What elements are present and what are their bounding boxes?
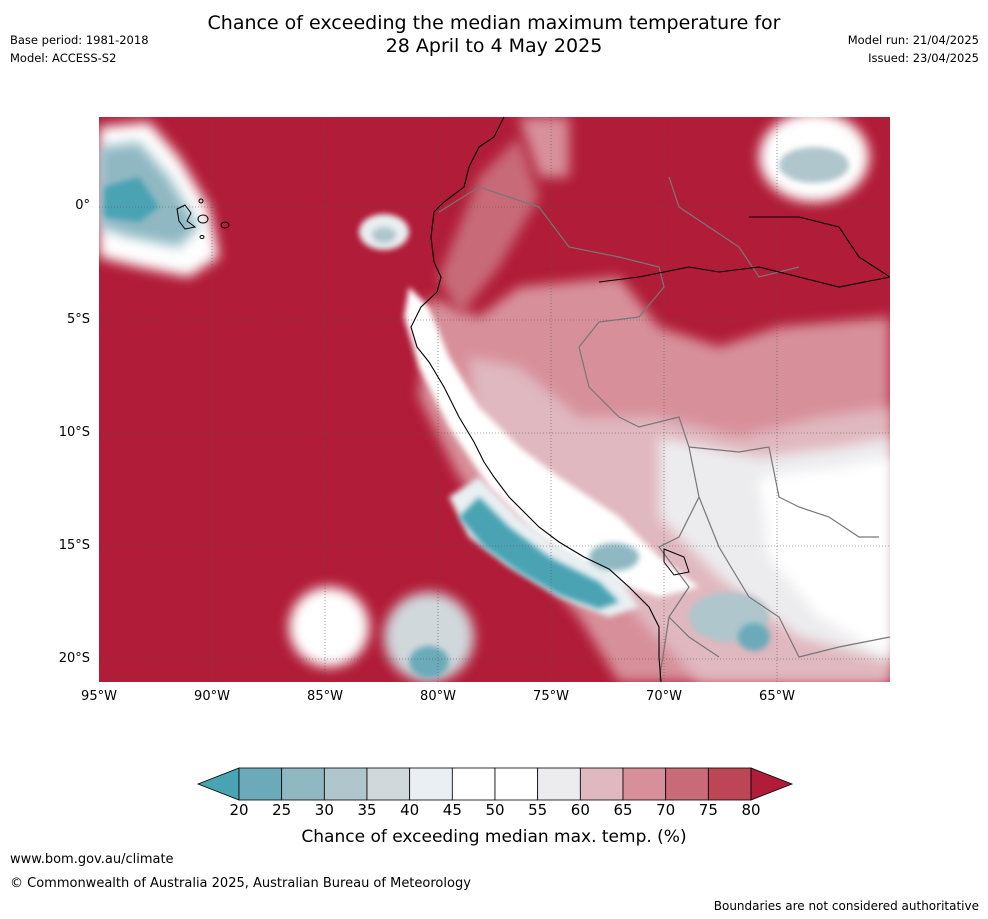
issued-date: Issued: 23/04/2025 — [868, 51, 979, 65]
colorbar-label: Chance of exceeding median max. temp. (%… — [301, 827, 687, 847]
colorbar-bin — [494, 767, 539, 801]
colorbar-bin — [238, 767, 283, 801]
colorbar-tick-label: 30 — [314, 801, 334, 819]
map-gridlines — [99, 117, 890, 682]
colorbar-bin — [665, 767, 709, 801]
probability-field — [99, 112, 890, 682]
colorbar-tick-label: 80 — [741, 801, 761, 819]
lon-label: 65°W — [759, 689, 795, 704]
website-link[interactable]: www.bom.gov.au/climate — [10, 852, 174, 867]
colorbar-tick-label: 50 — [485, 801, 505, 819]
disclaimer: Boundaries are not considered authoritat… — [713, 899, 979, 913]
metadata-right: Model run: 21/04/2025 Issued: 23/04/2025 — [848, 31, 979, 67]
colorbar-high-extension — [750, 767, 794, 801]
colorbar-tick-label: 70 — [656, 801, 676, 819]
colorbar-tick-label: 20 — [229, 801, 249, 819]
lon-label: 90°W — [194, 689, 230, 704]
galapagos-islands — [176, 198, 230, 239]
lon-label: 95°W — [81, 689, 117, 704]
base-period: Base period: 1981-2018 — [10, 33, 149, 47]
coastline — [410, 116, 891, 683]
colorbar — [196, 767, 794, 801]
colorbar-tick-label: 65 — [613, 801, 633, 819]
colorbar-tick-label: 55 — [528, 801, 548, 819]
colorbar-bin — [366, 767, 411, 801]
lon-label: 85°W — [307, 689, 343, 704]
copyright: © Commonwealth of Australia 2025, Austra… — [10, 876, 471, 891]
title-line-1: Chance of exceeding the median maximum t… — [207, 12, 781, 34]
colorbar-bin — [281, 767, 325, 801]
colorbar-bin — [579, 767, 624, 801]
probability-map — [99, 112, 891, 683]
colorbar-tick-label: 75 — [698, 801, 718, 819]
colorbar-tick-label: 40 — [400, 801, 420, 819]
colorbar-tick-label: 35 — [357, 801, 377, 819]
metadata-left: Base period: 1981-2018 Model: ACCESS-S2 — [10, 31, 149, 67]
lake-titicaca — [663, 548, 690, 576]
title-line-2: 28 April to 4 May 2025 — [385, 35, 603, 57]
lat-label: 20°S — [58, 651, 90, 666]
lon-label: 80°W — [420, 689, 456, 704]
colorbar-tick-label: 60 — [570, 801, 590, 819]
colorbar-tick-label: 45 — [442, 801, 462, 819]
lon-label: 70°W — [646, 689, 682, 704]
colorbar-bin — [537, 767, 581, 801]
model-name: Model: ACCESS-S2 — [10, 51, 117, 65]
model-run: Model run: 21/04/2025 — [847, 33, 979, 47]
map-title: Chance of exceeding the median maximum t… — [0, 12, 988, 58]
colorbar-bin — [409, 767, 453, 801]
lon-label: 75°W — [533, 689, 569, 704]
lat-label: 15°S — [58, 538, 90, 553]
map-panel — [99, 112, 891, 683]
colorbar-bin — [451, 767, 496, 801]
lat-label: 5°S — [66, 312, 90, 327]
lat-label: 0° — [75, 198, 90, 213]
colorbar-low-extension — [196, 767, 240, 801]
colorbar-bin — [622, 767, 667, 801]
country-borders — [438, 176, 891, 683]
colorbar-bin — [707, 767, 752, 801]
lat-label: 10°S — [58, 425, 90, 440]
colorbar-tick-label: 25 — [272, 801, 292, 819]
colorbar-bin — [323, 767, 368, 801]
